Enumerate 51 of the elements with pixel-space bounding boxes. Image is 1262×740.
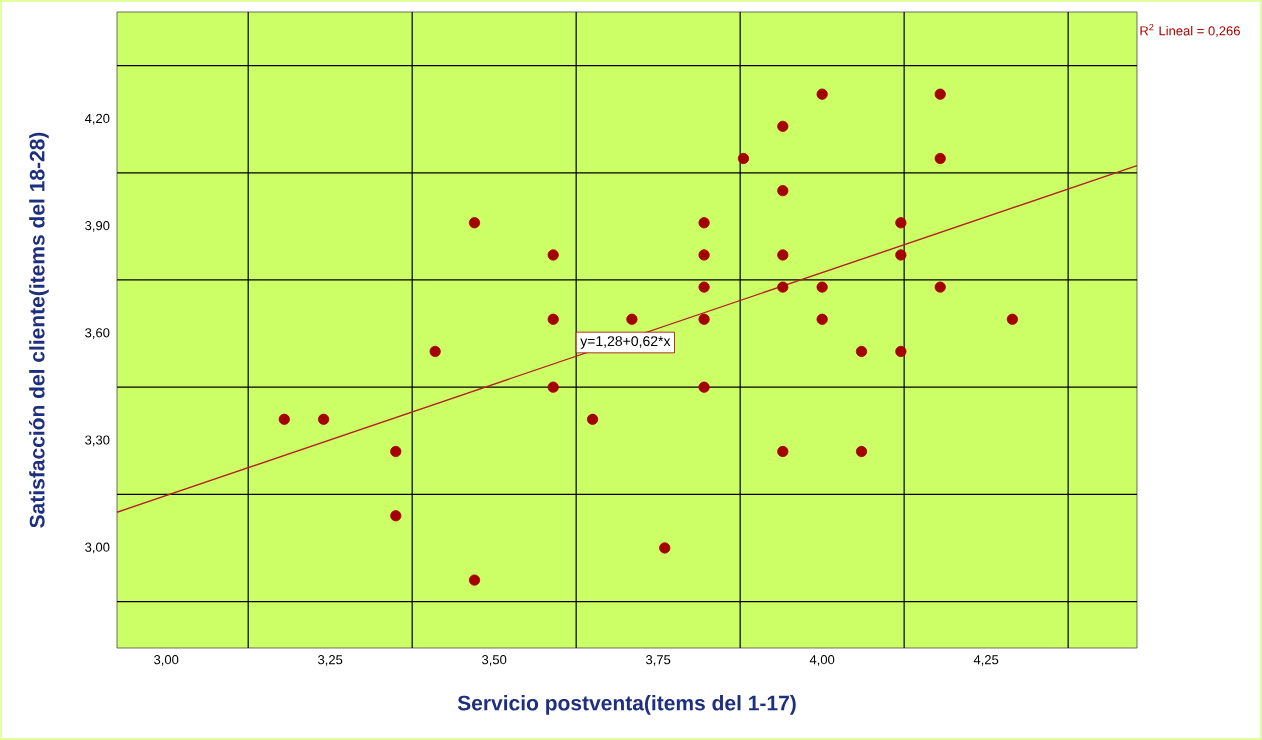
point [816, 313, 828, 325]
point [895, 217, 907, 229]
point [429, 345, 441, 358]
point [698, 217, 710, 229]
point [468, 574, 481, 586]
point [547, 381, 559, 393]
point [855, 345, 868, 358]
point [626, 313, 638, 325]
point [659, 542, 671, 554]
point [737, 152, 750, 165]
x-tick-label: 3,50 [482, 655, 507, 666]
point [777, 281, 789, 293]
point [777, 249, 789, 261]
point [934, 88, 946, 100]
y-axis-title: Satisfacción del cliente(items del 18-28) [28, 132, 49, 528]
y-tick-label: 3,30 [85, 435, 110, 447]
x-tick-label: 3,00 [154, 655, 179, 666]
point [698, 381, 710, 393]
y-tick-label: 3,90 [85, 221, 110, 232]
point [816, 88, 828, 100]
point [855, 445, 868, 458]
text: R$^{2}$ Lineal = 0,266 [1140, 23, 1240, 37]
x-axis-title: Servicio postventa(items del 1-17) [457, 695, 796, 715]
point [390, 445, 402, 458]
annotation: y=1,28+0,62*x [580, 336, 671, 349]
point [777, 120, 789, 132]
point [895, 345, 907, 358]
point [468, 217, 481, 229]
point [698, 313, 710, 325]
y-tick-label: 3,00 [85, 542, 110, 554]
point [934, 281, 946, 293]
x-tick-label: 3,25 [318, 655, 343, 666]
y-tick-label: 4,20 [84, 113, 110, 125]
point [777, 185, 789, 197]
point [698, 281, 710, 293]
point [318, 413, 330, 425]
point [547, 249, 559, 261]
point [586, 413, 599, 425]
point [278, 413, 290, 425]
x-tick-label: 4,00 [809, 655, 835, 666]
x-tick-label: 4,25 [973, 655, 999, 666]
point [1006, 313, 1018, 325]
point [895, 249, 907, 261]
x-tick-label: 3,75 [646, 655, 671, 666]
y-tick-label: 3,60 [85, 328, 110, 339]
point [816, 281, 828, 293]
point [934, 152, 946, 165]
point [777, 445, 789, 458]
point [698, 249, 710, 261]
point [547, 313, 559, 325]
point [390, 510, 402, 522]
